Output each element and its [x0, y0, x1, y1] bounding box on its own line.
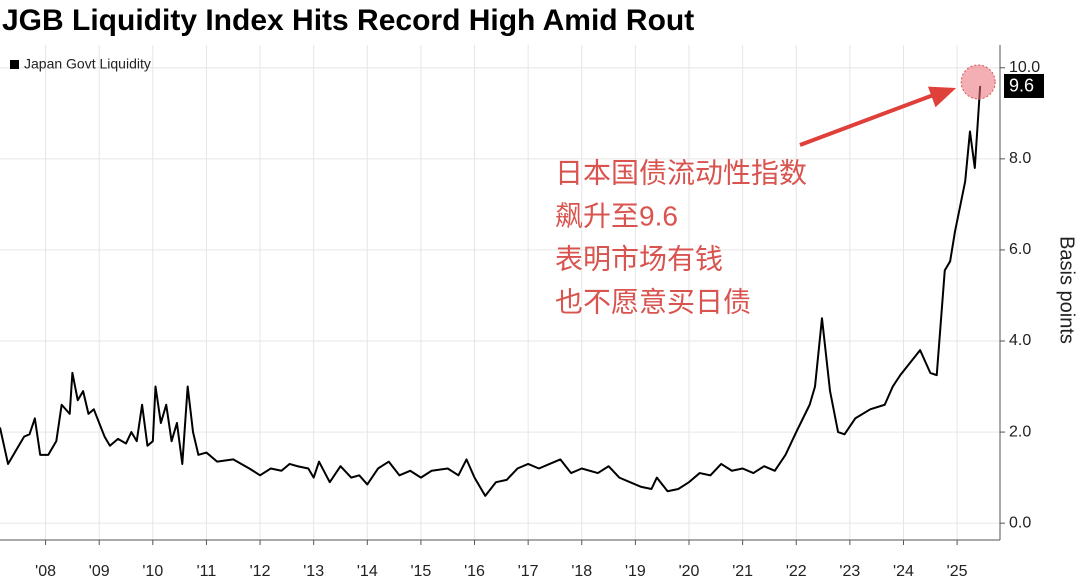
x-tick-label: '23 [839, 563, 860, 580]
legend-swatch [10, 60, 19, 69]
last-value-box [1004, 73, 1044, 98]
x-tick-label: '15 [410, 563, 431, 580]
x-tick-label: '09 [89, 563, 110, 580]
data-line [0, 85, 982, 497]
x-tick-label: '13 [303, 563, 324, 580]
y-tick-label: 2.0 [1009, 423, 1031, 440]
x-tick-label: '21 [732, 563, 753, 580]
highlight-circle [960, 64, 996, 100]
x-tick-label: '14 [357, 563, 378, 580]
y-tick-label: 8.0 [1009, 150, 1031, 167]
x-tick-label: '20 [679, 563, 700, 580]
annotation-text: 也不愿意买日债 [555, 286, 751, 317]
chart-title: JGB Liquidity Index Hits Record High Ami… [2, 4, 694, 37]
y-axis-label: Basis points [1056, 236, 1078, 344]
y-tick-label: 10.0 [1009, 59, 1040, 76]
x-tick-label: '10 [142, 563, 163, 580]
x-tick-label: '12 [250, 563, 271, 580]
x-tick-label: '25 [947, 563, 968, 580]
x-tick-label: '17 [518, 563, 539, 580]
y-tick-label: 6.0 [1009, 241, 1031, 258]
x-tick-label: '24 [893, 563, 914, 580]
annotation-text: 飙升至9.6 [555, 200, 678, 231]
y-tick-label: 0.0 [1009, 514, 1031, 531]
arrow-head [927, 86, 957, 108]
x-tick-label: '19 [625, 563, 646, 580]
annotation-text: 日本国债流动性指数 [555, 157, 807, 188]
legend-label: Japan Govt Liquidity [24, 56, 151, 72]
last-value-label: 9.6 [1009, 76, 1034, 96]
x-tick-label: '22 [786, 563, 807, 580]
x-tick-label: '18 [571, 563, 592, 580]
x-tick-label: '08 [35, 563, 56, 580]
x-tick-label: '16 [464, 563, 485, 580]
y-tick-label: 4.0 [1009, 332, 1031, 349]
annotation-text: 表明市场有钱 [555, 243, 723, 274]
annotation-arrow [799, 89, 945, 147]
x-tick-label: '11 [197, 563, 217, 580]
